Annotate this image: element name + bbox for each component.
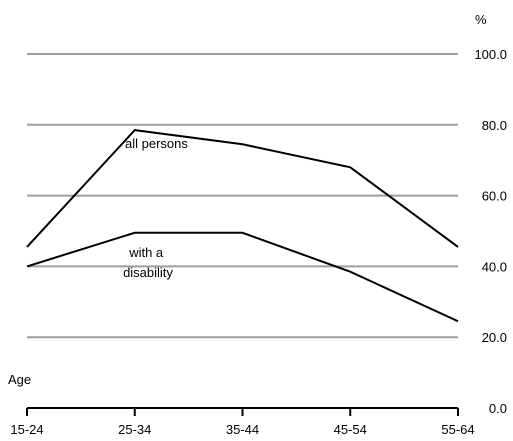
x-tick-label: 55-64	[441, 422, 474, 437]
y-tick-label: 60.0	[482, 189, 507, 204]
x-tick-label: 25-34	[118, 422, 151, 437]
y-tick-label: 0.0	[489, 401, 507, 416]
series-line-with-a-disability	[26, 231, 459, 323]
y-tick-labels: 0.0 20.0 40.0 60.0 80.0 100.0	[474, 47, 507, 416]
series-label-all-persons: all persons	[125, 136, 188, 151]
x-axis: 15-24 25-34 35-44 45-54 55-64	[10, 407, 475, 437]
x-tick-label: 15-24	[10, 422, 43, 437]
series-label-disability: with a disability	[123, 245, 173, 280]
series-line-all-persons	[26, 129, 459, 248]
y-tick-label: 100.0	[474, 47, 507, 62]
y-unit-label: %	[475, 12, 487, 27]
y-tick-label: 80.0	[482, 118, 507, 133]
x-tick-label: 45-54	[334, 422, 367, 437]
x-axis-title: Age	[8, 372, 31, 387]
gridlines	[27, 53, 458, 339]
y-tick-label: 40.0	[482, 259, 507, 274]
x-tick-label: 35-44	[226, 422, 259, 437]
y-tick-label: 20.0	[482, 330, 507, 345]
series-lines	[26, 129, 459, 323]
